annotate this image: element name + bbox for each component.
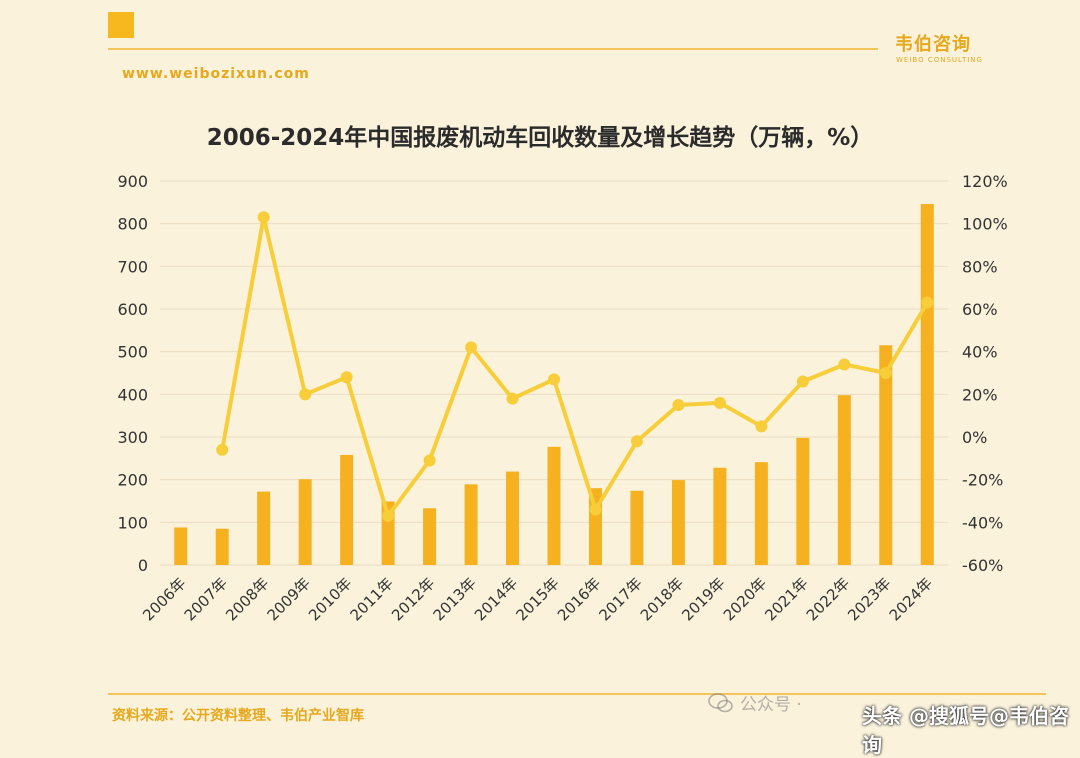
x-tick-label: 2012年 xyxy=(388,574,438,624)
x-tick-label: 2011年 xyxy=(347,574,397,624)
growth-line xyxy=(220,215,929,518)
footer-divider xyxy=(108,693,1046,695)
x-tick-label: 2023年 xyxy=(844,574,894,624)
y-tick-label: 300 xyxy=(117,428,148,447)
y-tick-label: 200 xyxy=(117,471,148,490)
x-tick-label: 2020年 xyxy=(720,574,770,624)
brand-subtitle: WEIBO CONSULTING xyxy=(896,56,983,64)
bar xyxy=(754,462,768,565)
watermark-wechat: 公众号 · xyxy=(740,695,802,715)
growth-point xyxy=(921,296,934,309)
x-tick-label: 2013年 xyxy=(430,574,480,624)
y-tick-label: 400 xyxy=(117,385,148,404)
x-tick-label: 2014年 xyxy=(471,574,521,624)
y2-tick-label: 120% xyxy=(962,172,1008,191)
x-tick-label: 2006年 xyxy=(139,574,189,624)
bar xyxy=(920,204,934,566)
y-tick-label: 500 xyxy=(117,343,148,362)
bar xyxy=(340,454,354,565)
x-tick-label: 2019年 xyxy=(678,574,728,624)
x-tick-label: 2015年 xyxy=(512,574,562,624)
y2-tick-label: 40% xyxy=(962,343,998,362)
x-tick-label: 2007年 xyxy=(181,574,231,624)
bar xyxy=(423,508,437,565)
chart-title: 2006-2024年中国报废机动车回收数量及增长趋势（万辆，%） xyxy=(206,125,874,151)
bar xyxy=(713,467,727,565)
bar xyxy=(215,528,229,565)
y2-tick-label: 20% xyxy=(962,385,998,404)
growth-point xyxy=(630,435,643,448)
growth-point xyxy=(879,367,892,379)
bar xyxy=(174,527,188,565)
source-note: 资料来源：公开资料整理、韦伯产业智库 xyxy=(112,708,364,724)
y2-tick-label: -40% xyxy=(962,513,1003,532)
y2-tick-label: 0% xyxy=(962,428,987,447)
growth-point xyxy=(713,396,726,409)
growth-point xyxy=(340,371,353,384)
growth-point xyxy=(755,420,768,433)
header-divider xyxy=(108,48,878,50)
x-tick-label: 2016年 xyxy=(554,574,604,624)
x-tick-label: 2021年 xyxy=(761,574,811,624)
growth-point xyxy=(382,509,395,522)
y-tick-label: 900 xyxy=(117,172,148,191)
growth-point xyxy=(257,211,270,224)
bar xyxy=(298,479,312,565)
y-tick-label: 600 xyxy=(117,300,148,319)
growth-point xyxy=(672,399,685,411)
y2-tick-label: 60% xyxy=(962,300,998,319)
growth-point xyxy=(423,454,436,467)
growth-point xyxy=(589,503,602,516)
y-tick-label: 700 xyxy=(117,257,148,276)
bar xyxy=(547,446,561,565)
growth-point xyxy=(548,373,560,386)
bar xyxy=(879,345,893,565)
bar xyxy=(796,437,810,565)
x-tick-label: 2009年 xyxy=(264,574,314,624)
y2-tick-label: 80% xyxy=(962,257,998,276)
y2-tick-label: 100% xyxy=(962,215,1008,234)
y-tick-label: 0 xyxy=(138,556,148,575)
brand-logo-square xyxy=(108,12,134,38)
growth-point xyxy=(838,358,851,371)
growth-point xyxy=(796,375,809,388)
bar xyxy=(464,484,478,565)
y-tick-label: 100 xyxy=(117,513,148,532)
growth-point xyxy=(299,388,312,401)
website-url: www.weibozixun.com xyxy=(122,66,310,82)
bar xyxy=(506,471,520,565)
y-tick-label: 800 xyxy=(117,215,148,234)
y2-tick-label: -20% xyxy=(962,471,1003,490)
x-tick-label: 2022年 xyxy=(803,574,853,624)
x-tick-label: 2024年 xyxy=(886,574,936,624)
combo-chart: 900 800 700 600 500 400 300 200 100 0 120% 100% 80% 6… xyxy=(117,172,1008,624)
bar xyxy=(257,491,271,565)
growth-point xyxy=(465,341,478,354)
watermark-sohu: 头条 @搜狐号@韦伯咨询 xyxy=(862,704,1069,757)
x-tick-label: 2018年 xyxy=(637,574,687,624)
y2-tick-label: -60% xyxy=(962,556,1003,575)
growth-point xyxy=(216,443,229,456)
wechat-icon xyxy=(708,693,733,713)
bar xyxy=(630,490,644,565)
x-tick-label: 2008年 xyxy=(222,574,272,624)
bar xyxy=(837,395,851,565)
brand-name: 韦伯咨询 xyxy=(895,34,971,55)
growth-point xyxy=(506,392,519,405)
bar xyxy=(671,480,685,565)
x-tick-label: 2017年 xyxy=(595,574,645,624)
x-tick-label: 2010年 xyxy=(305,574,355,624)
